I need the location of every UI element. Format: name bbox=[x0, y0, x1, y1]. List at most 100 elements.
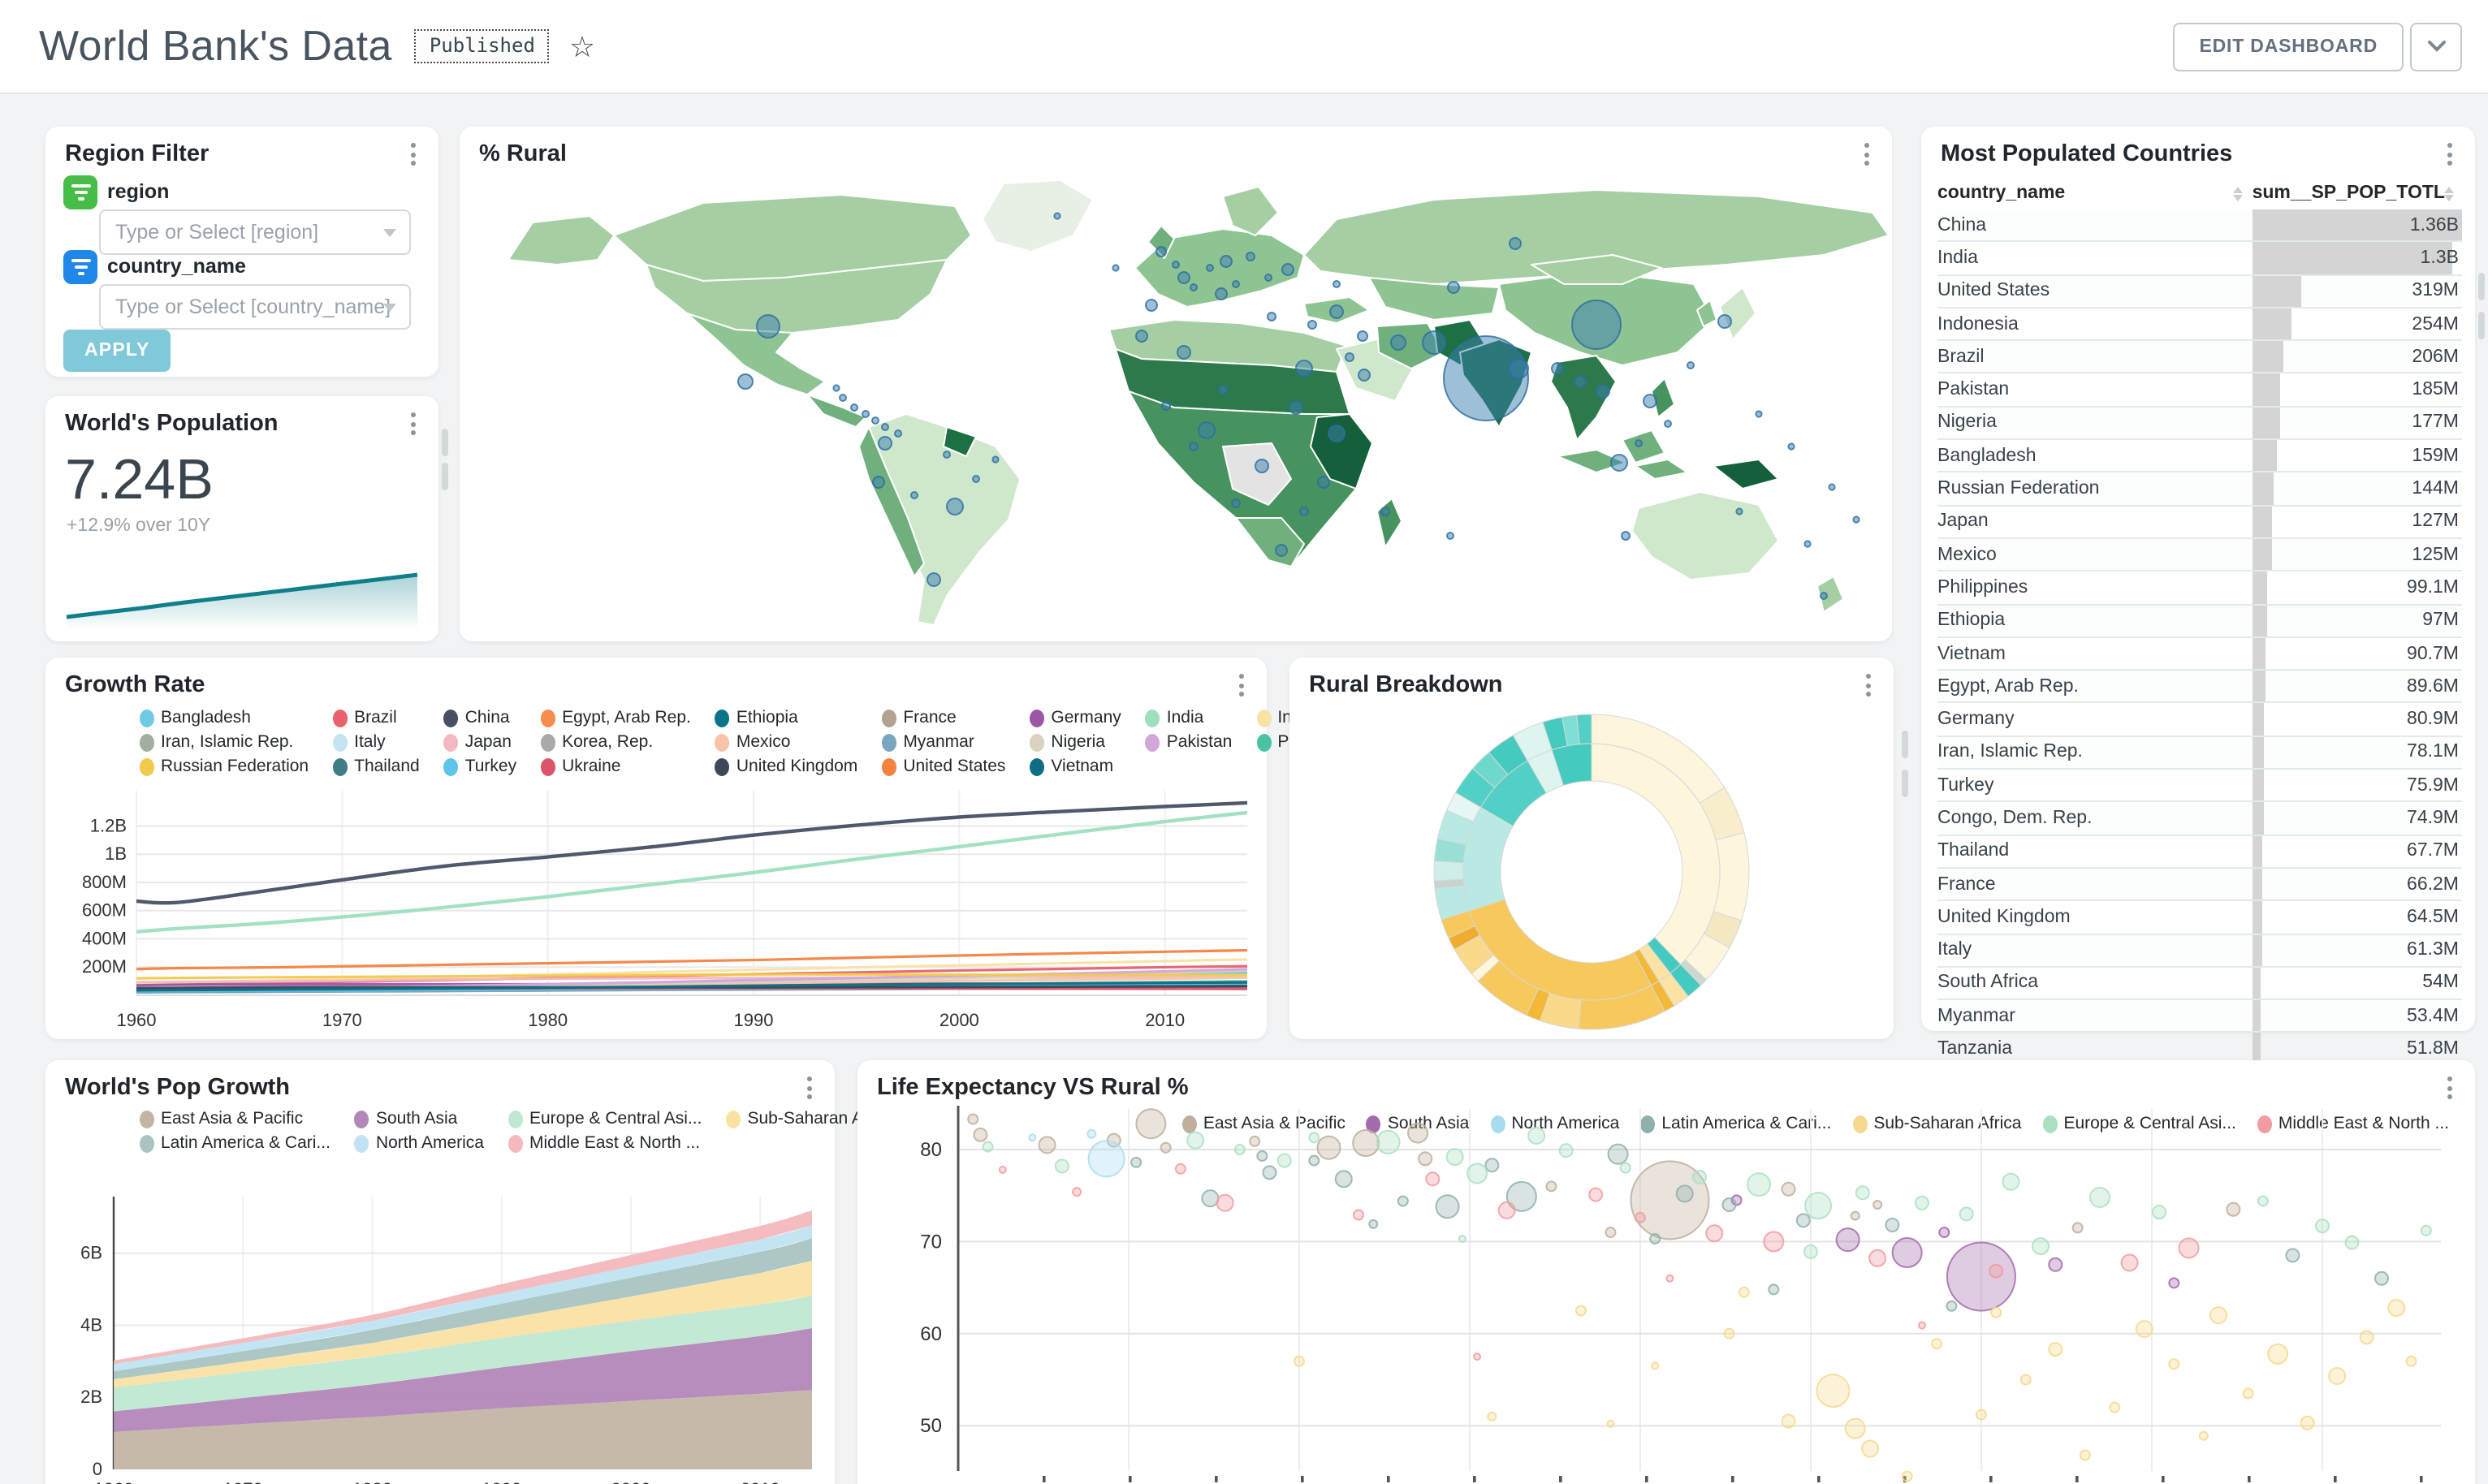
table-row[interactable]: Iran, Islamic Rep. 78.1M bbox=[1937, 736, 2462, 770]
legend-item[interactable]: Latin America & Cari... bbox=[140, 1133, 330, 1153]
legend-item[interactable]: Myanmar bbox=[882, 732, 1005, 752]
legend-item[interactable]: Germany bbox=[1030, 708, 1121, 727]
kebab-menu-icon[interactable] bbox=[799, 1076, 819, 1099]
legend-label: Europe & Central Asi... bbox=[529, 1109, 702, 1128]
legend-item[interactable]: North America bbox=[354, 1133, 484, 1153]
legend-item[interactable]: United States bbox=[882, 757, 1005, 776]
table-row[interactable]: Ethiopia 97M bbox=[1937, 605, 2462, 638]
table-row[interactable]: Philippines 99.1M bbox=[1937, 572, 2462, 606]
kebab-menu-icon[interactable] bbox=[2439, 143, 2459, 166]
legend-label: Middle East & North ... bbox=[529, 1133, 701, 1153]
table-row[interactable]: South Africa 54M bbox=[1937, 967, 2462, 1001]
legend-item[interactable]: East Asia & Pacific bbox=[1181, 1114, 1346, 1133]
legend-item[interactable]: South Asia bbox=[1366, 1114, 1469, 1133]
legend-item[interactable]: Pakistan bbox=[1145, 732, 1232, 752]
life-expectancy-scatter-chart[interactable]: 80 70 60 50 bbox=[857, 1060, 2475, 1484]
table-row[interactable]: Germany 80.9M bbox=[1937, 703, 2462, 737]
world-choropleth-map[interactable] bbox=[460, 170, 1892, 640]
cell-population: 61.3M bbox=[2252, 934, 2462, 966]
legend-item[interactable]: Italy bbox=[333, 732, 420, 752]
legend-item[interactable]: Ukraine bbox=[541, 757, 691, 776]
column-header-country[interactable]: country_name bbox=[1937, 177, 2253, 209]
legend-item[interactable]: Nigeria bbox=[1030, 732, 1121, 752]
legend-item[interactable]: East Asia & Pacific bbox=[140, 1109, 330, 1128]
rural-breakdown-donut-chart[interactable] bbox=[1289, 703, 1894, 1036]
pop-growth-area-chart[interactable]: 0 2B 4B 6B 1960 1970 1980 1990 2000 2010 bbox=[45, 1184, 835, 1484]
legend-item[interactable]: North America bbox=[1490, 1114, 1619, 1133]
legend-item[interactable]: Middle East & North ... bbox=[2257, 1114, 2449, 1133]
kebab-menu-icon[interactable] bbox=[1856, 143, 1876, 166]
table-row[interactable]: Congo, Dem. Rep. 74.9M bbox=[1937, 802, 2462, 836]
legend-item[interactable]: Iran, Islamic Rep. bbox=[140, 732, 309, 752]
legend-item[interactable]: United Kingdom bbox=[715, 757, 857, 776]
table-row[interactable]: Mexico 125M bbox=[1937, 538, 2462, 572]
favorite-star-icon[interactable]: ☆ bbox=[568, 30, 596, 63]
legend-item[interactable]: Egypt, Arab Rep. bbox=[541, 708, 691, 727]
legend-item[interactable]: South Asia bbox=[354, 1109, 484, 1128]
resize-handle[interactable] bbox=[442, 463, 448, 490]
legend-item[interactable]: Mexico bbox=[715, 732, 857, 752]
resize-handle[interactable] bbox=[1902, 731, 1908, 758]
growth-line-chart[interactable]: 200M 400M 600M 800M 1B 1.2B 1960 1970 1980 1990 20… bbox=[45, 787, 1267, 1039]
region-select[interactable]: Type or Select [region] bbox=[99, 209, 411, 255]
table-row[interactable]: India 1.3B bbox=[1937, 242, 2462, 276]
resize-handle[interactable] bbox=[1902, 770, 1908, 797]
kebab-menu-icon[interactable] bbox=[403, 412, 422, 435]
status-badge[interactable]: Published bbox=[414, 29, 550, 63]
table-row[interactable]: Vietnam 90.7M bbox=[1937, 637, 2462, 671]
legend-item[interactable]: Thailand bbox=[333, 757, 420, 776]
country-name-select[interactable]: Type or Select [country_name] bbox=[99, 284, 411, 330]
legend-item[interactable]: Latin America & Cari... bbox=[1640, 1114, 1831, 1133]
resize-handle[interactable] bbox=[2478, 273, 2485, 300]
edit-dashboard-menu-button[interactable] bbox=[2410, 22, 2462, 71]
column-header-population[interactable]: sum__SP_POP_TOTL bbox=[2253, 177, 2462, 209]
table-row[interactable]: China 1.36B bbox=[1937, 209, 2462, 243]
legend-item[interactable]: Russian Federation bbox=[140, 757, 309, 776]
legend-item[interactable]: Japan bbox=[443, 732, 516, 752]
table-row[interactable]: Turkey 75.9M bbox=[1937, 770, 2462, 803]
table-row[interactable]: Indonesia 254M bbox=[1937, 308, 2462, 342]
table-row[interactable]: Brazil 206M bbox=[1937, 341, 2462, 374]
country-bubble bbox=[1357, 330, 1368, 342]
sort-icon[interactable] bbox=[2232, 186, 2243, 201]
kebab-menu-icon[interactable] bbox=[1231, 674, 1250, 697]
apply-button[interactable]: APPLY bbox=[63, 330, 171, 372]
table-row[interactable]: France 66.2M bbox=[1937, 868, 2462, 902]
cell-country-name: Bangladesh bbox=[1937, 446, 2037, 466]
table-row[interactable]: Thailand 67.7M bbox=[1937, 835, 2462, 869]
legend-item[interactable]: India bbox=[1145, 708, 1233, 727]
legend-item[interactable]: Sub-Saharan Africa bbox=[1852, 1114, 2021, 1133]
table-row[interactable]: Italy 61.3M bbox=[1937, 934, 2462, 968]
legend-item[interactable]: Ethiopia bbox=[715, 708, 857, 727]
table-row[interactable]: Bangladesh 159M bbox=[1937, 440, 2462, 473]
resize-handle[interactable] bbox=[2478, 312, 2485, 339]
legend-item[interactable]: Korea, Rep. bbox=[541, 732, 691, 752]
legend-swatch bbox=[1640, 1115, 1656, 1132]
resize-handle[interactable] bbox=[442, 429, 448, 456]
country-bubble bbox=[1803, 540, 1812, 548]
table-row[interactable]: Nigeria 177M bbox=[1937, 407, 2462, 441]
legend-item[interactable]: Brazil bbox=[333, 708, 420, 727]
legend-item[interactable]: Vietnam bbox=[1030, 757, 1121, 776]
edit-dashboard-button[interactable]: EDIT DASHBOARD bbox=[2173, 22, 2404, 71]
table-row[interactable]: Myanmar 53.4M bbox=[1937, 1000, 2462, 1033]
legend-item[interactable]: China bbox=[443, 708, 516, 727]
kebab-menu-icon[interactable] bbox=[1858, 674, 1877, 697]
legend-item[interactable]: Europe & Central Asi... bbox=[2042, 1114, 2236, 1133]
table-row[interactable]: Pakistan 185M bbox=[1937, 373, 2462, 408]
kebab-menu-icon[interactable] bbox=[403, 143, 422, 166]
table-row[interactable]: Russian Federation 144M bbox=[1937, 472, 2462, 507]
table-row[interactable]: United States 319M bbox=[1937, 275, 2462, 308]
kebab-menu-icon[interactable] bbox=[2439, 1076, 2459, 1099]
legend-label: Turkey bbox=[464, 757, 517, 776]
legend-item[interactable]: France bbox=[882, 708, 1005, 727]
table-row[interactable]: Egypt, Arab Rep. 89.6M bbox=[1937, 671, 2462, 704]
sort-icon[interactable] bbox=[2444, 186, 2455, 201]
legend-item[interactable]: Middle East & North ... bbox=[508, 1133, 702, 1153]
legend-item[interactable]: Europe & Central Asi... bbox=[508, 1109, 702, 1128]
table-row[interactable]: Japan 127M bbox=[1937, 506, 2462, 539]
table-row[interactable]: United Kingdom 64.5M bbox=[1937, 901, 2462, 935]
legend-item[interactable]: Turkey bbox=[443, 757, 517, 776]
population-sparkline-chart[interactable] bbox=[65, 555, 419, 630]
legend-item[interactable]: Bangladesh bbox=[140, 708, 309, 727]
